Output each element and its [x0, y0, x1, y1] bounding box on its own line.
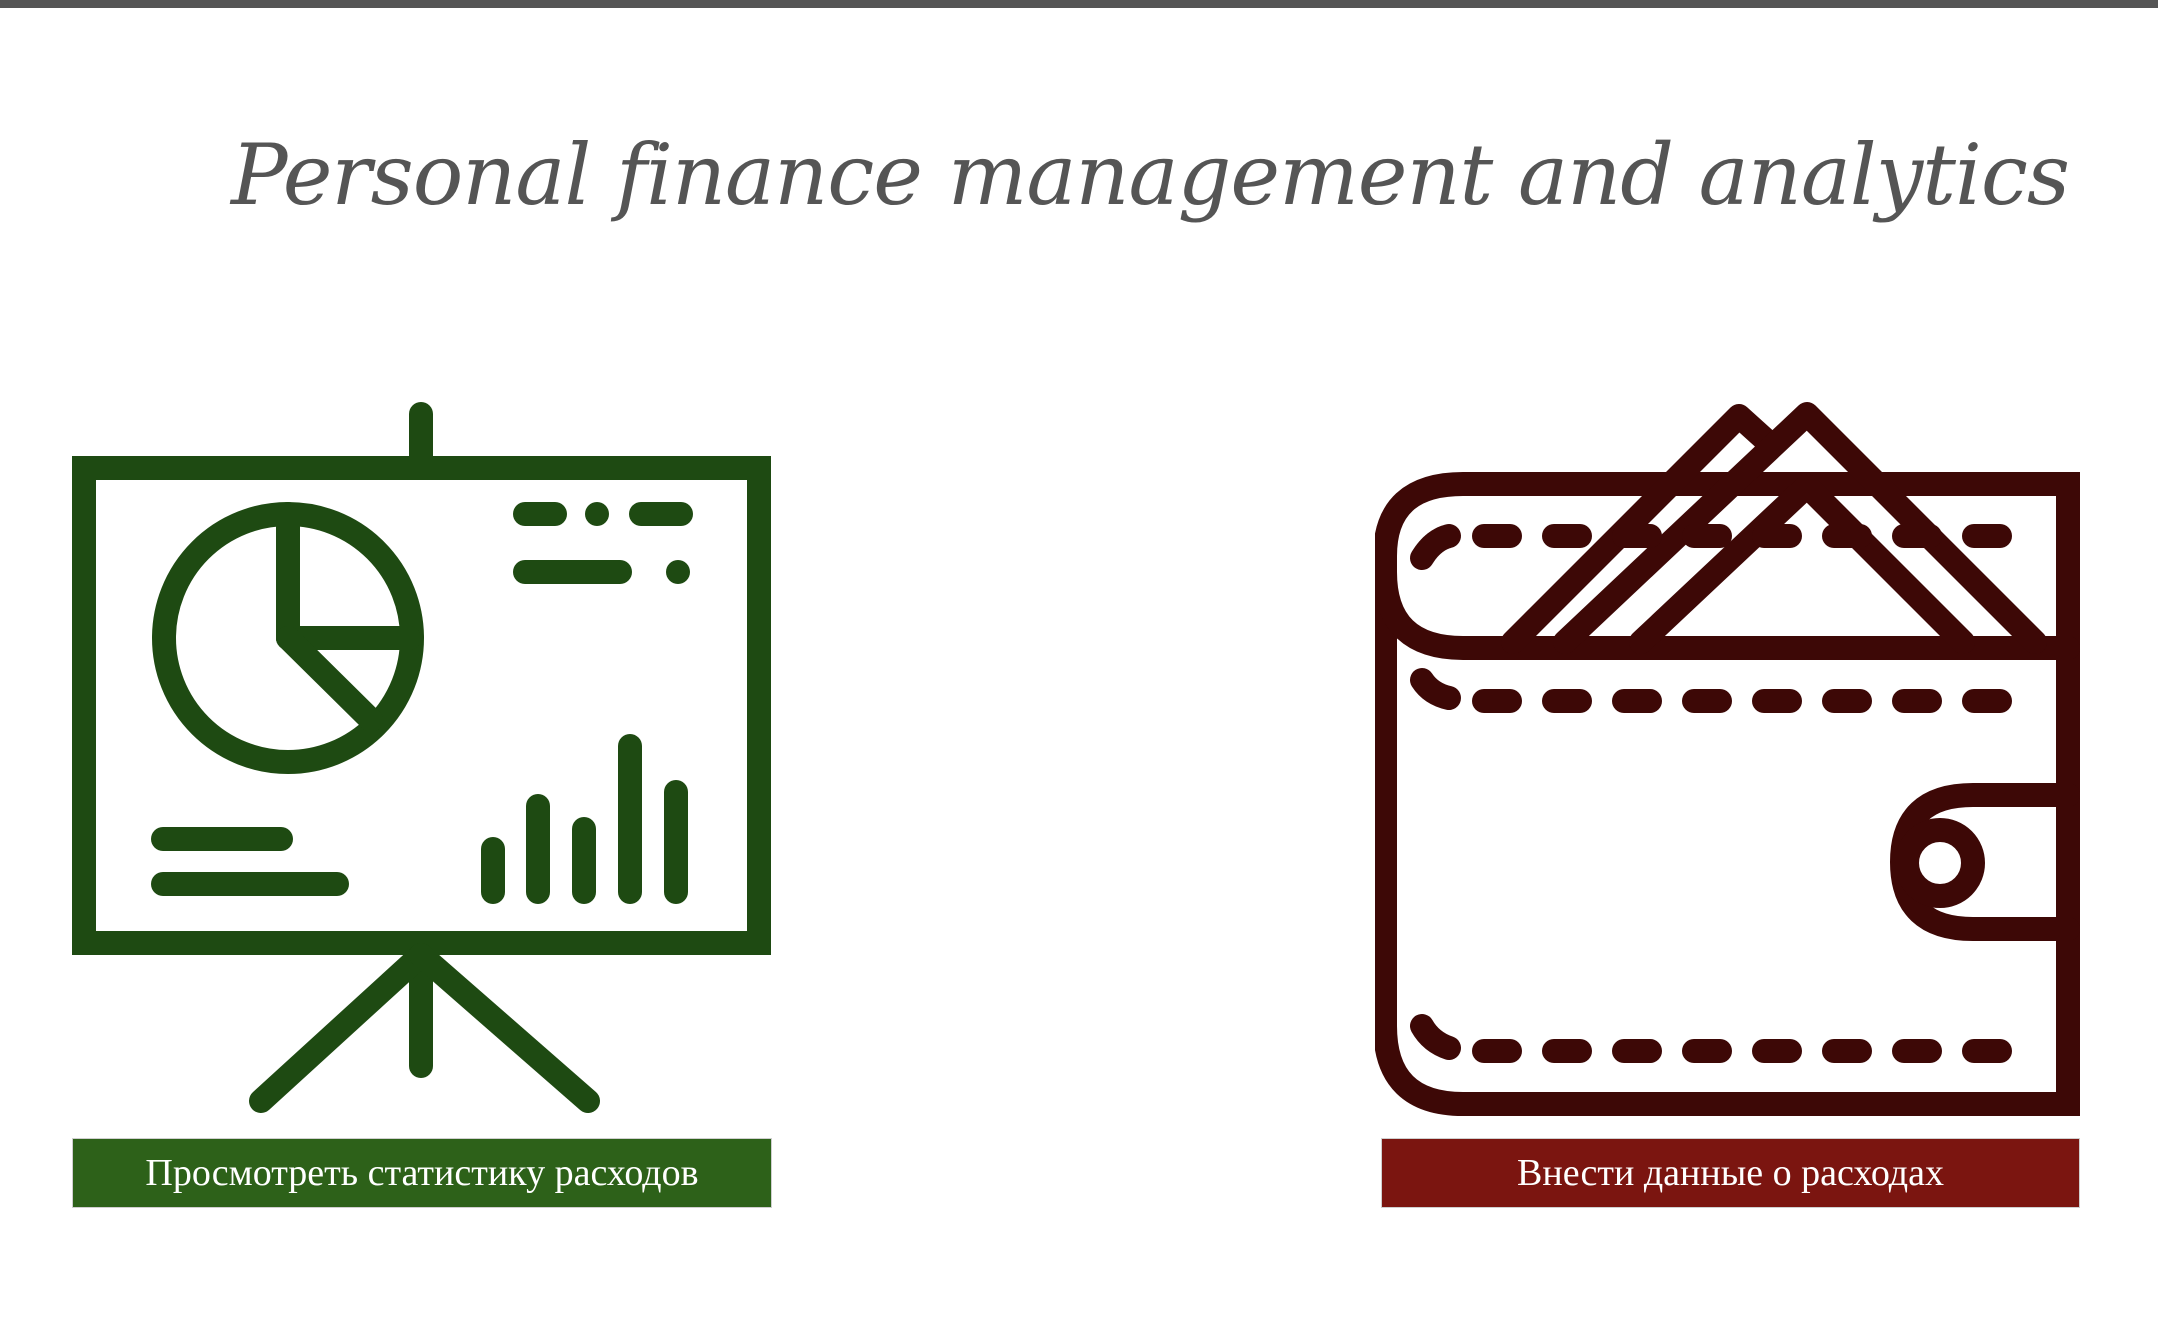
view-stats-button[interactable]: Просмотреть статистику расходов: [72, 1138, 772, 1208]
top-bar: [0, 0, 2158, 8]
page-title: Personal finance management and analytic…: [230, 126, 2070, 224]
wallet-icon[interactable]: [1375, 402, 2085, 1118]
enter-expenses-button[interactable]: Внести данные о расходах: [1381, 1138, 2080, 1208]
presentation-chart-icon[interactable]: [63, 402, 780, 1118]
enter-expenses-button-label: Внести данные о расходах: [1517, 1152, 1944, 1194]
view-stats-button-label: Просмотреть статистику расходов: [145, 1152, 699, 1194]
